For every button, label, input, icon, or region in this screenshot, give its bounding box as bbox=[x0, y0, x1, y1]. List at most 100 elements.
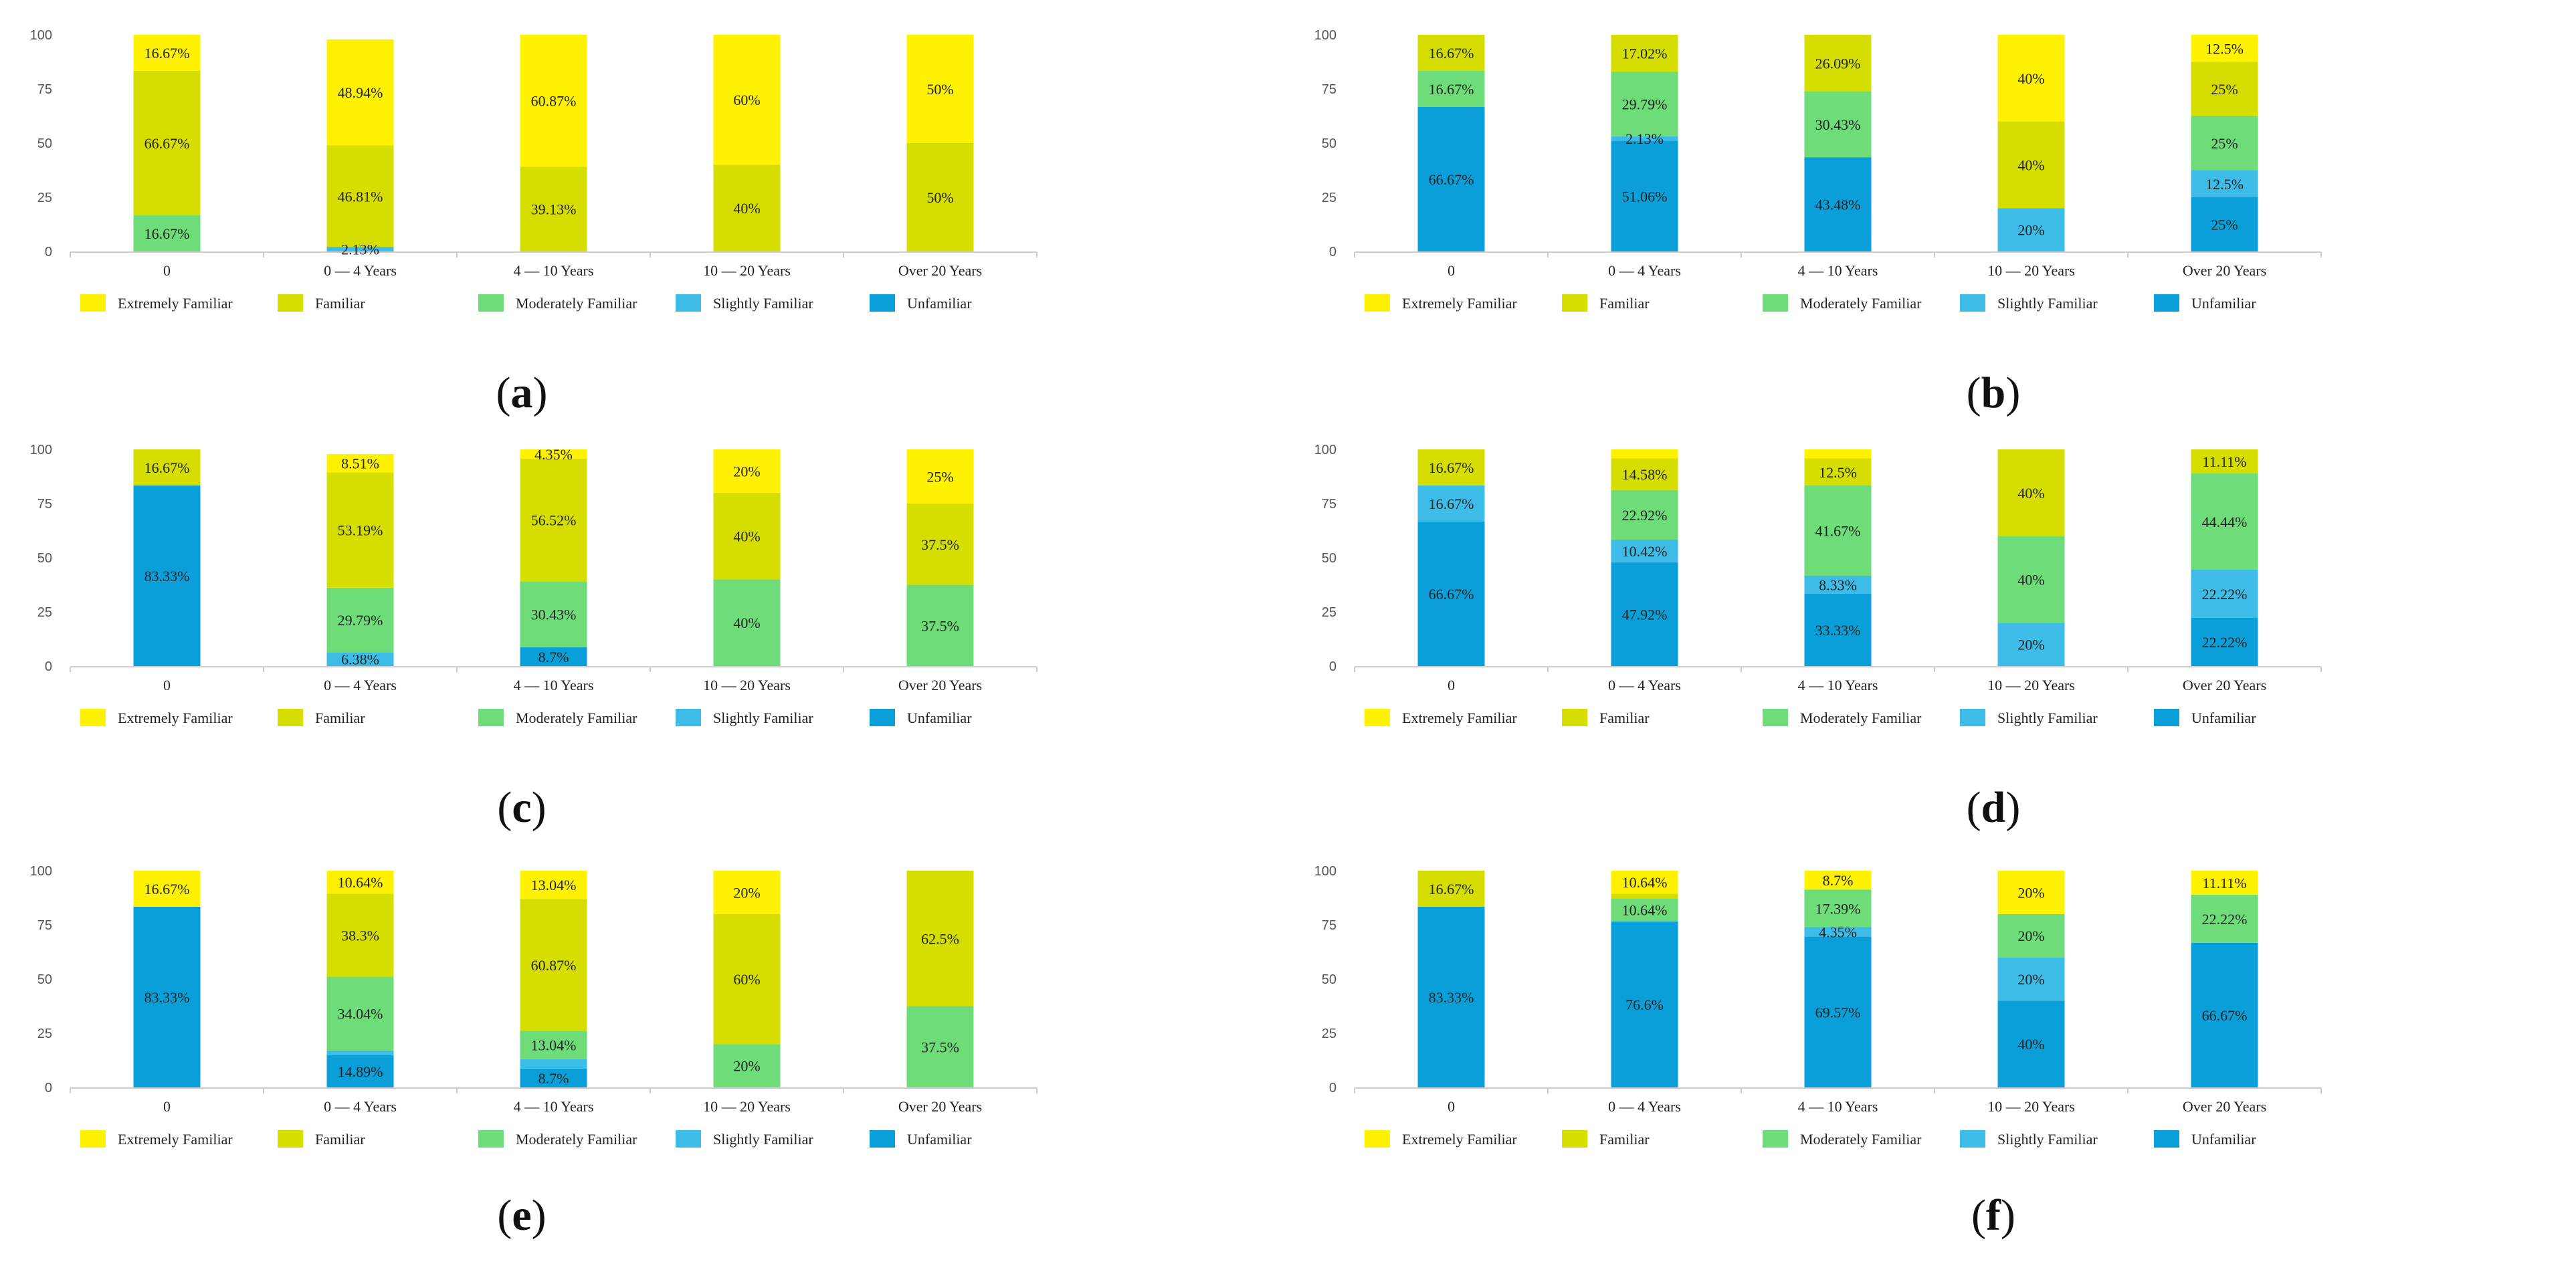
chart-panel-d: 0 25 50 75 100 66.67% 16.67% 16.67% 47.92% 10.42%… bbox=[1284, 415, 2569, 789]
bar-segment-familiar bbox=[1417, 34, 1485, 71]
x-tick-label: 4 — 10 Years bbox=[514, 1098, 594, 1115]
data-label: 10.64% bbox=[1622, 902, 1668, 919]
bar-segment-unfamiliar bbox=[2191, 197, 2258, 251]
data-label: 16.67% bbox=[1429, 881, 1474, 897]
bar-segment-slightly-familiar bbox=[520, 1059, 587, 1069]
data-label: 60% bbox=[733, 92, 760, 108]
legend-label: Moderately Familiar bbox=[1800, 1131, 1922, 1148]
data-label: 66.67% bbox=[1429, 586, 1474, 603]
x-tick-label: 0 bbox=[163, 677, 171, 693]
bar-segment-unfamiliar bbox=[520, 647, 587, 666]
data-label: 29.79% bbox=[1622, 96, 1668, 112]
bar-segment-unfamiliar bbox=[1417, 907, 1485, 1087]
bar-segment-extremely-familiar bbox=[1804, 449, 1872, 459]
y-tick-label: 75 bbox=[1322, 82, 1336, 97]
legend-swatch bbox=[1763, 1130, 1788, 1148]
legend-swatch bbox=[478, 1130, 504, 1148]
data-label: 66.67% bbox=[144, 135, 190, 152]
x-tick-label: Over 20 Years bbox=[2183, 677, 2266, 693]
data-label: 60.87% bbox=[531, 93, 577, 110]
y-tick-label: 50 bbox=[37, 136, 52, 151]
bar-segment-unfamiliar bbox=[326, 1055, 394, 1087]
data-label: 10.64% bbox=[1622, 874, 1668, 891]
bar-segment-familiar bbox=[1611, 893, 1678, 899]
bar-segment-familiar bbox=[713, 492, 781, 580]
bar-segment-familiar bbox=[326, 893, 394, 977]
y-tick-label: 25 bbox=[1322, 605, 1336, 620]
legend-swatch bbox=[278, 709, 303, 726]
legend-label: Unfamiliar bbox=[2191, 1131, 2256, 1148]
x-tick-label: 10 — 20 Years bbox=[1987, 677, 2075, 693]
data-label: 22.92% bbox=[1622, 507, 1668, 524]
bar-segment-unfamiliar bbox=[2191, 942, 2258, 1087]
data-label: 17.02% bbox=[1622, 45, 1668, 62]
panel-caption: (b) bbox=[1966, 368, 2021, 417]
data-label: 48.94% bbox=[338, 84, 383, 101]
x-tick-label: Over 20 Years bbox=[898, 677, 982, 693]
data-label: 66.67% bbox=[2202, 1007, 2248, 1024]
legend-swatch bbox=[676, 294, 701, 312]
chart-panel-f: 0 25 50 75 100 83.33% 16.67% 76.6% 10.64% 10.64% 6… bbox=[1284, 836, 2569, 1210]
bar-segment-moderately-familiar bbox=[2191, 473, 2258, 570]
panel-caption: (d) bbox=[1966, 783, 2021, 832]
legend-label: Unfamiliar bbox=[907, 295, 972, 312]
bar-segment-extremely-familiar bbox=[133, 34, 201, 71]
panel-letter: b bbox=[1981, 368, 2006, 417]
bar-segment-familiar bbox=[133, 70, 201, 215]
bar-segment-extremely-familiar bbox=[713, 871, 781, 914]
data-label: 29.79% bbox=[338, 612, 383, 629]
legend-swatch bbox=[478, 294, 504, 312]
x-tick-label: 0 — 4 Years bbox=[324, 262, 397, 279]
bar-segment-familiar bbox=[2191, 62, 2258, 116]
panel-caption: (e) bbox=[497, 1191, 547, 1240]
legend-label: Unfamiliar bbox=[907, 710, 972, 726]
bar-segment-moderately-familiar bbox=[1804, 91, 1872, 158]
data-label: 22.22% bbox=[2202, 586, 2248, 603]
bar-segment-slightly-familiar bbox=[326, 247, 394, 251]
bar-segment-slightly-familiar bbox=[1611, 136, 1678, 141]
bar-segment-unfamiliar bbox=[2191, 618, 2258, 666]
bar-segment-familiar bbox=[326, 472, 394, 588]
legend-swatch bbox=[1960, 1130, 1985, 1148]
legend-swatch bbox=[870, 294, 895, 312]
bar-segment-moderately-familiar bbox=[1611, 490, 1678, 540]
bar-segment-slightly-familiar bbox=[2191, 170, 2258, 197]
data-label: 83.33% bbox=[144, 568, 190, 584]
data-label: 14.89% bbox=[338, 1063, 383, 1080]
bar-segment-unfamiliar bbox=[520, 1068, 587, 1087]
bar-segment-unfamiliar bbox=[1611, 562, 1678, 666]
bar-segment-slightly-familiar bbox=[2191, 570, 2258, 619]
data-label: 37.5% bbox=[921, 617, 959, 634]
chart-panel-e: 0 25 50 75 100 83.33% 16.67% 14.89% 34.04% 38.3% 1… bbox=[0, 836, 1284, 1210]
bar-segment-extremely-familiar bbox=[520, 35, 587, 167]
bar-segment-unfamiliar bbox=[1997, 1000, 2065, 1087]
data-label: 17.39% bbox=[1815, 900, 1861, 917]
legend-swatch bbox=[1763, 709, 1788, 726]
data-label: 40% bbox=[2017, 156, 2044, 173]
legend-swatch bbox=[1562, 709, 1587, 726]
legend-swatch bbox=[478, 709, 504, 726]
bar-segment-unfamiliar bbox=[133, 486, 201, 666]
chart-d: 0 25 50 75 100 66.67% 16.67% 16.67% 47.92% 10.42%… bbox=[1314, 443, 2322, 726]
data-label: 11.11% bbox=[2202, 453, 2246, 470]
bar-segment-extremely-familiar bbox=[713, 449, 781, 493]
data-label: 39.13% bbox=[531, 201, 577, 218]
data-label: 16.67% bbox=[144, 45, 190, 62]
x-tick-label: 4 — 10 Years bbox=[514, 262, 594, 279]
data-label: 37.5% bbox=[921, 536, 959, 553]
data-label: 25% bbox=[926, 469, 953, 486]
data-label: 14.58% bbox=[1622, 466, 1668, 483]
data-label: 16.67% bbox=[144, 881, 190, 897]
x-tick-label: 0 bbox=[163, 1098, 171, 1115]
bar-segment-familiar bbox=[1804, 35, 1872, 92]
legend-label: Slightly Familiar bbox=[713, 295, 813, 312]
legend-swatch bbox=[1365, 709, 1390, 726]
bar-segment-moderately-familiar bbox=[1804, 889, 1872, 928]
data-label: 41.67% bbox=[1815, 523, 1861, 540]
bar-segment-extremely-familiar bbox=[2191, 35, 2258, 62]
bar-segment-familiar bbox=[1611, 35, 1678, 72]
x-tick-label: 0 — 4 Years bbox=[1608, 262, 1681, 279]
data-label: 76.6% bbox=[1625, 996, 1664, 1013]
y-tick-label: 50 bbox=[1322, 136, 1336, 151]
x-tick-label: 0 bbox=[1448, 262, 1455, 279]
